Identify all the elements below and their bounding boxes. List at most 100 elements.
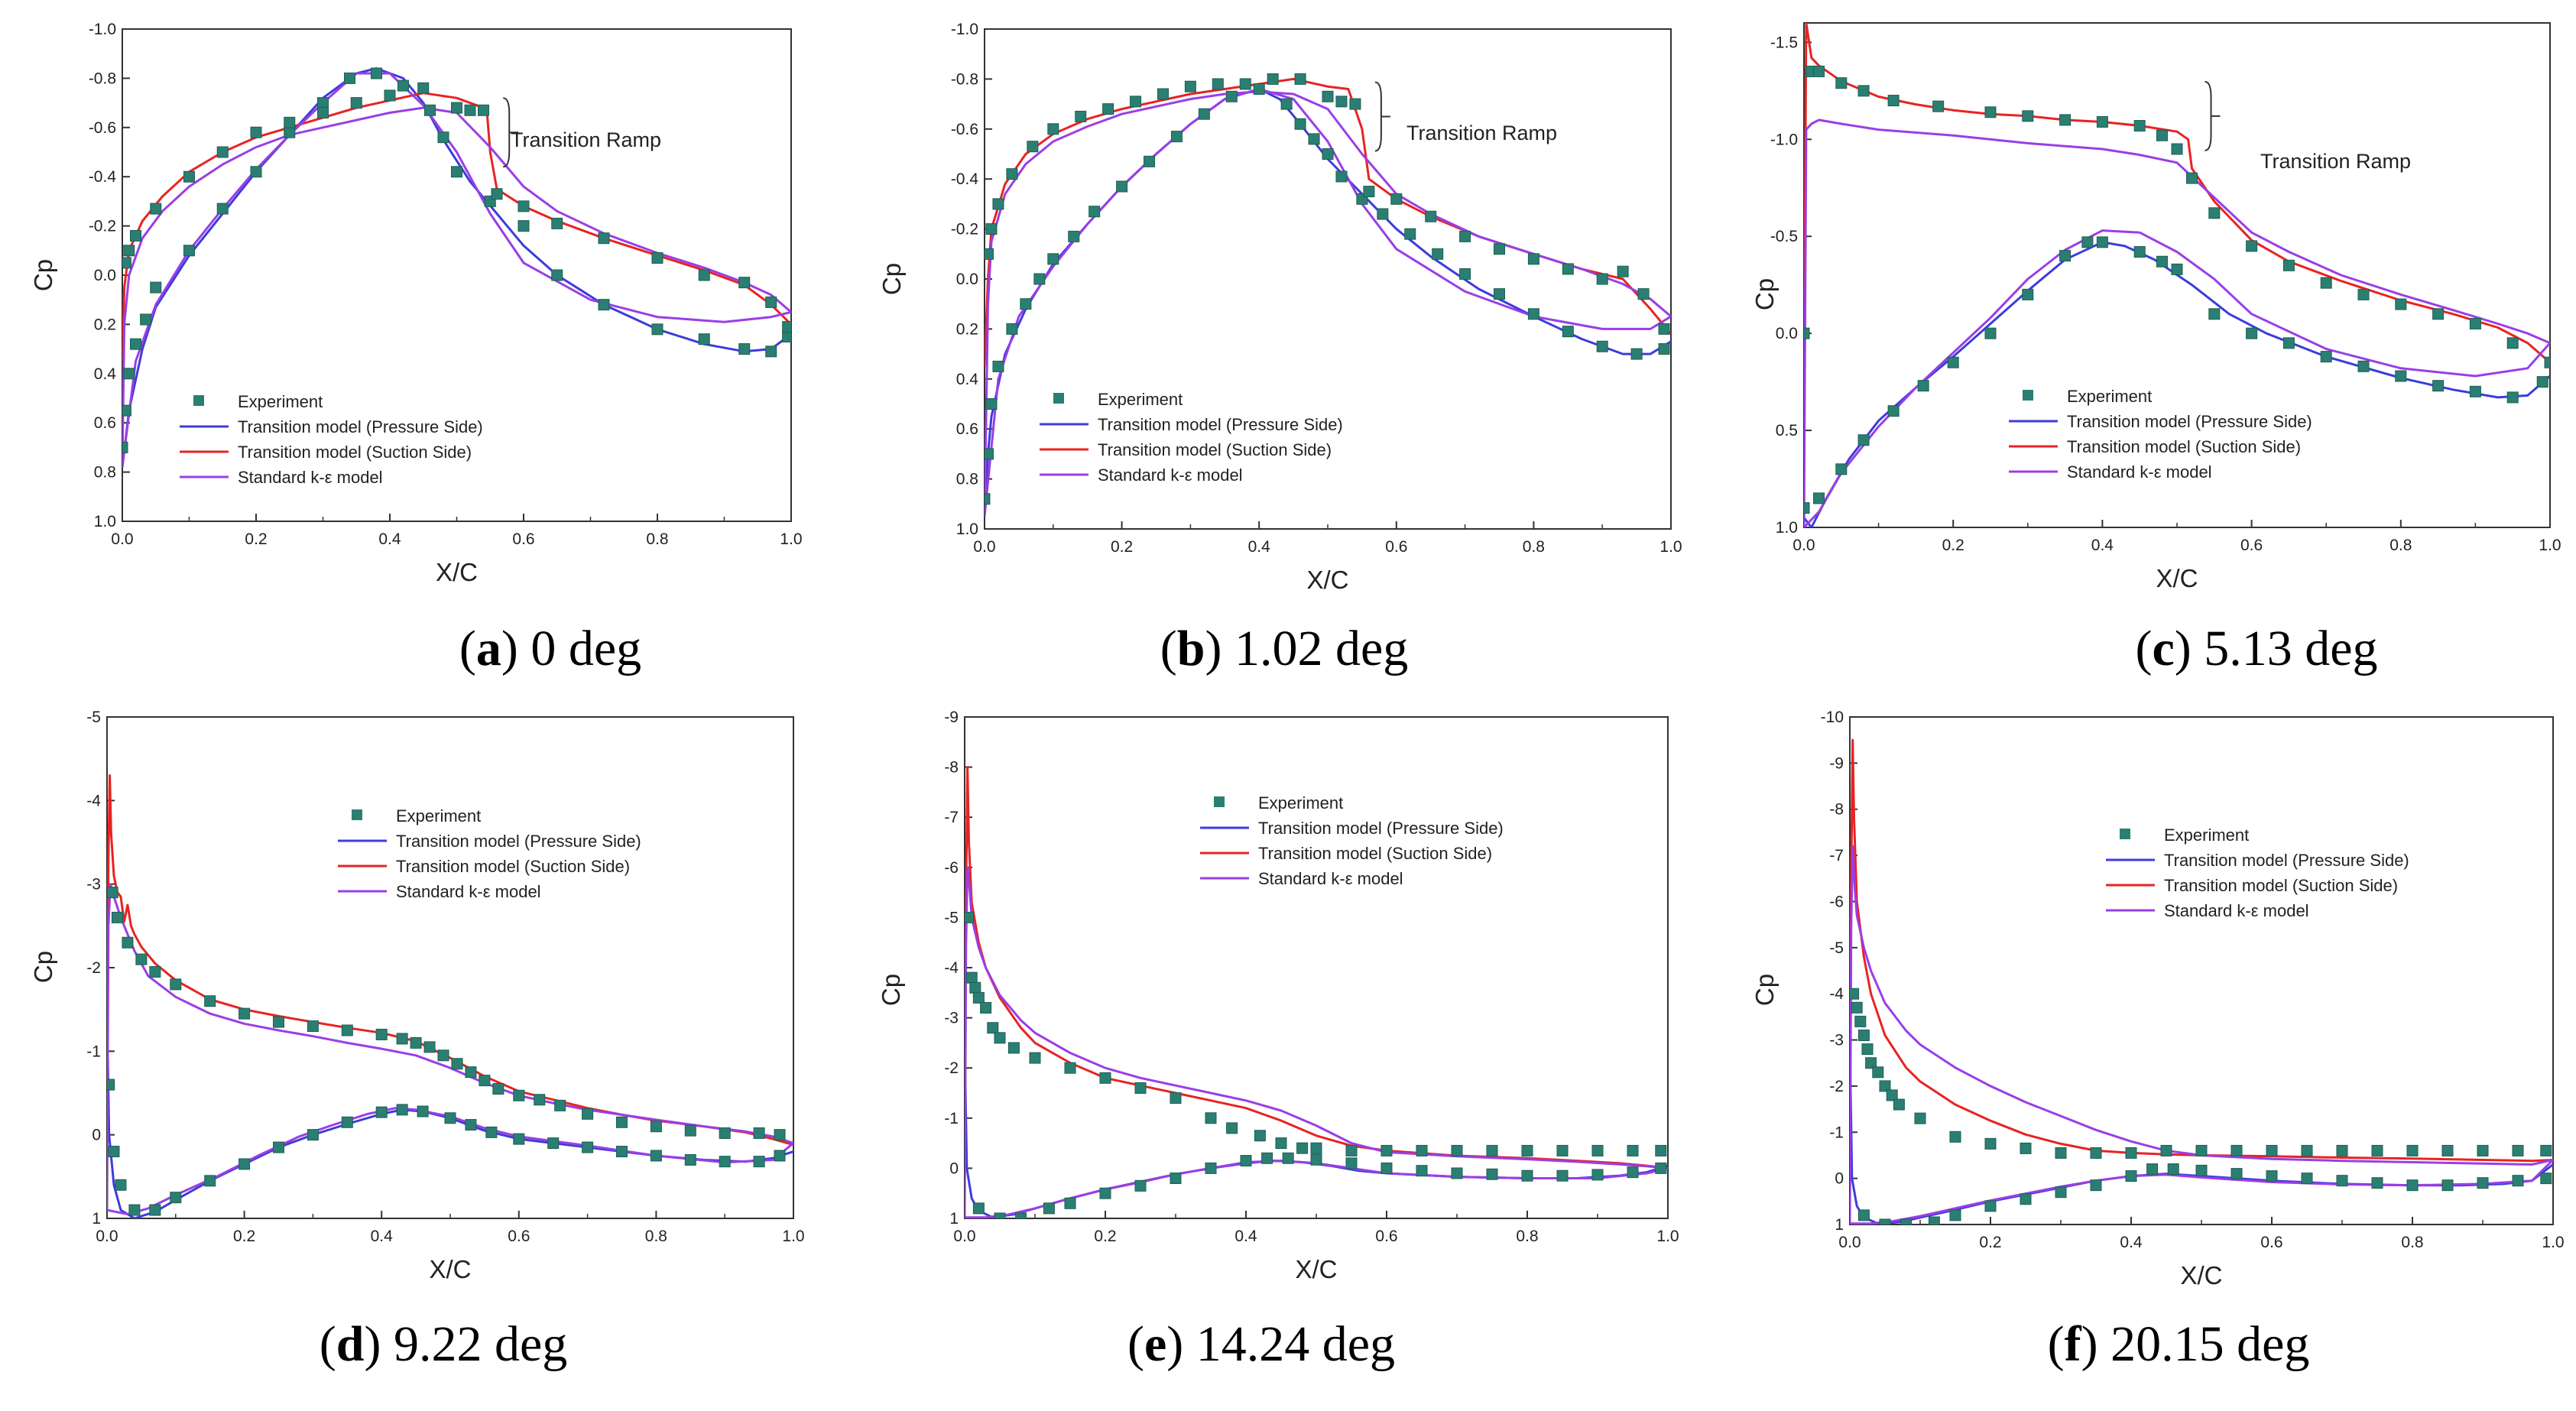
experiment-point <box>1198 108 1210 120</box>
y-tick-label: -0.6 <box>951 121 978 138</box>
legend-label: Experiment <box>238 392 323 411</box>
y-tick-label: -1 <box>86 1043 101 1060</box>
y-tick-label: -3 <box>1829 1032 1844 1049</box>
caption-text: 20.15 deg <box>2110 1316 2309 1372</box>
legend-label: Transition model (Pressure Side) <box>1098 415 1343 434</box>
x-axis-label: X/C <box>2156 564 2198 592</box>
experiment-point <box>1451 1144 1463 1156</box>
experiment-point <box>1984 327 1997 339</box>
legend-label: Experiment <box>2164 826 2249 845</box>
y-tick-label: -7 <box>944 809 959 826</box>
x-tick-label: 0.6 <box>1375 1228 1397 1245</box>
experiment-point <box>598 232 610 245</box>
experiment-point <box>464 104 476 116</box>
y-tick-label: 0.5 <box>1776 422 1798 440</box>
experiment-point <box>1857 1209 1870 1221</box>
experiment-point <box>1947 356 1959 368</box>
experiment-point <box>547 1137 560 1150</box>
y-tick-label: -1 <box>944 1110 959 1127</box>
legend-marker-experiment <box>1053 393 1064 404</box>
experiment-point <box>1914 1112 1926 1124</box>
experiment-point <box>1047 123 1059 135</box>
experiment-point <box>1886 1089 1898 1101</box>
x-tick-label: 0.2 <box>245 530 267 548</box>
experiment-point <box>2266 1170 2278 1182</box>
x-tick-label: 0.4 <box>1248 538 1271 556</box>
y-axis-label: Cp <box>877 974 905 1006</box>
y-tick-label: 0.4 <box>94 365 117 383</box>
experiment-point <box>375 1028 388 1040</box>
experiment-point <box>1029 1052 1041 1064</box>
x-tick-label: 0.2 <box>1094 1228 1116 1245</box>
experiment-point <box>107 1079 115 1091</box>
experiment-point <box>2477 1144 2489 1156</box>
experiment-point <box>616 1116 628 1128</box>
y-tick-label: -0.4 <box>951 170 979 188</box>
legend-label: Transition model (Suction Side) <box>1258 844 1492 863</box>
chart-panel-c: 0.0 0.2 0.4 0.6 0.8 1.0 -1.5 -1.0 -0.5 0.0 0.5 1.0 X… <box>1750 22 2561 676</box>
x-tick-label: 0.2 <box>1979 1234 2001 1251</box>
experiment-point <box>2208 308 2221 320</box>
plot-frame <box>106 716 794 1219</box>
experiment-point <box>284 116 296 128</box>
series-line-keps <box>1804 118 2550 527</box>
caption-letter: f <box>2065 1316 2082 1372</box>
experiment-point <box>1521 1144 1533 1156</box>
legend: Experiment Transition model (Pressure Sid… <box>1200 793 1504 888</box>
experiment-point <box>1900 1218 1913 1224</box>
experiment-point <box>1144 155 1156 167</box>
experiment-point <box>1804 502 1810 514</box>
y-tick-label: -7 <box>1829 847 1844 864</box>
experiment-point <box>170 978 182 991</box>
experiment-point <box>183 245 195 257</box>
experiment-point <box>437 1049 449 1062</box>
experiment-point <box>1658 323 1670 335</box>
panel-caption: (c) 5.13 deg <box>2135 621 2377 676</box>
experiment-point <box>2246 240 2258 252</box>
experiment-point <box>115 1179 127 1191</box>
experiment-point <box>1390 193 1403 205</box>
experiment-point <box>384 89 396 102</box>
plot-area <box>1804 23 2550 527</box>
experiment-point <box>2536 376 2548 388</box>
experiment-point <box>517 200 530 212</box>
y-tick-label: -0.6 <box>89 119 116 137</box>
experiment-point <box>424 104 436 116</box>
x-tick-label: 1.0 <box>782 1228 804 1245</box>
experiment-point <box>396 1033 408 1045</box>
y-tick-label: 0.2 <box>94 316 116 333</box>
y-tick-label: -0.2 <box>89 218 116 235</box>
experiment-point <box>1043 1202 1055 1215</box>
experiment-point <box>1310 1153 1322 1166</box>
experiment-point <box>765 345 777 358</box>
experiment-point <box>1857 1030 1870 1042</box>
y-tick-label: 0.4 <box>956 371 979 388</box>
experiment-point <box>2230 1144 2243 1156</box>
experiment-point <box>2544 356 2550 368</box>
experiment-point <box>2246 327 2258 339</box>
experiment-point <box>969 981 981 994</box>
experiment-point <box>1006 323 1018 335</box>
annotation-text: Transition Ramp <box>2260 150 2411 173</box>
experiment-point <box>1851 1001 1863 1014</box>
experiment-point <box>1850 988 1860 1000</box>
experiment-point <box>183 170 195 183</box>
series-line-pressure <box>122 67 791 468</box>
y-tick-label: -5 <box>1829 939 1844 957</box>
experiment-point <box>1813 65 1825 77</box>
experiment-point <box>344 72 355 84</box>
experiment-point <box>2320 351 2332 363</box>
x-tick-label: 0.8 <box>1523 538 1545 556</box>
experiment-point <box>451 1058 463 1070</box>
x-tick-label: 0.0 <box>953 1228 975 1245</box>
experiment-point <box>417 82 430 94</box>
caption-letter: c <box>2152 621 2174 676</box>
series-line-suction <box>107 774 793 1147</box>
experiment-point <box>2540 1144 2552 1156</box>
experiment-point <box>616 1146 628 1158</box>
experiment-point <box>1486 1144 1498 1156</box>
experiment-point <box>1527 308 1539 320</box>
experiment-point <box>992 360 1004 372</box>
experiment-point <box>1887 405 1900 417</box>
experiment-point <box>1335 96 1348 108</box>
